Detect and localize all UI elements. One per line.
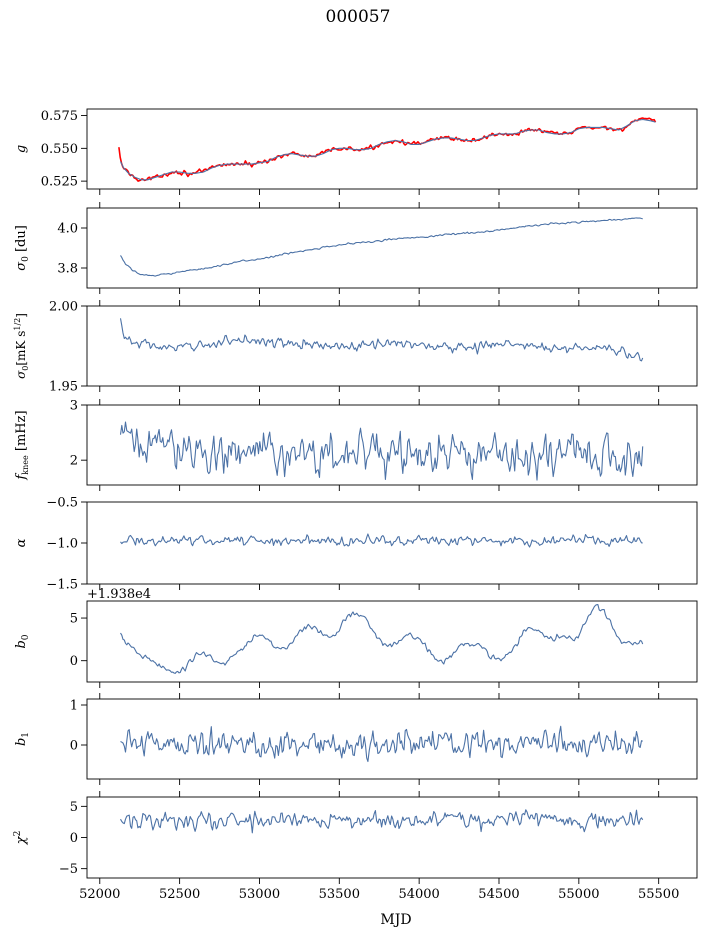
y-tick-label: 5 [70,612,78,627]
y-tick-label: 1.95 [49,380,78,395]
y-tick-label: 0 [70,831,78,846]
panel-b0: 0 5 +1.938e4 b0 [14,587,698,688]
y-axis-label: b0 [14,634,31,648]
y-tick-label: 2.00 [49,300,78,315]
y-axis-label: α [14,538,29,547]
series-line-0 [120,725,643,763]
series-group [119,421,644,481]
series-line-0 [120,217,643,277]
plot-frame [86,207,698,289]
plot-frame [86,600,698,683]
series-group [120,217,643,277]
x-tick-label: 54500 [478,887,519,902]
figure-title: 000057 [325,7,391,27]
series-line-1 [120,118,656,181]
y-axis-label: b1 [14,732,31,746]
y-tick-label: 0 [70,654,78,669]
y-tick-label: −0.5 [46,496,78,511]
series-group [120,725,643,763]
series-line-0 [119,318,644,362]
y-tick-label: 1 [70,699,78,714]
y-tick-label: 5 [70,800,78,815]
series-group [118,117,657,182]
series-group [120,533,643,548]
y-tick-label: 0.575 [41,109,78,124]
series-group [120,809,644,834]
panel-sigma0-du: 3.8 4.0 σ0 [du] [14,202,698,294]
series-group [120,604,644,674]
x-tick-label: 52000 [79,887,120,902]
offset-label: +1.938e4 [87,587,151,602]
y-axis-label: fknee [mHz] [14,410,30,480]
panel-fknee: 2 3 fknee [mHz] [14,399,698,491]
plot-frame [86,108,698,190]
x-tick-label: 53000 [239,887,280,902]
y-tick-label: −5 [59,862,78,877]
series-line-0 [120,533,643,548]
y-tick-label: 3.8 [57,262,78,277]
y-axis-label: σ0 [du] [14,225,31,271]
x-tick-label: 55500 [638,887,679,902]
plot-frame [86,796,698,879]
series-line-0 [120,604,644,674]
plot-frame [86,404,698,486]
y-tick-label: −1.5 [46,578,78,593]
y-axis-label: σ0[mK s1/2] [13,313,30,379]
panel-sigma0-mks: 1.95 2.00 σ0[mK s1/2] [13,300,698,395]
y-tick-label: 0 [70,739,78,754]
y-axis-label: g [14,145,29,153]
series-line-0 [118,117,657,182]
x-axis-label: MJD [380,912,411,928]
x-tick-label: 53500 [319,887,360,902]
x-tick-label: 54000 [398,887,439,902]
series-line-0 [119,421,644,481]
series-group [119,318,644,362]
y-tick-label: 3 [70,399,78,414]
y-tick-label: 2 [70,454,78,469]
y-tick-label: −1.0 [46,537,78,552]
panel-b1: 0 1 b1 [14,693,698,785]
plot-frame [86,698,698,780]
panel-g: 0.525 0.550 0.575 g [14,108,698,195]
y-axis-label: χ2 [13,831,29,846]
x-tick-label: 55000 [558,887,599,902]
plot-frame [86,305,698,387]
x-tick-label: 52500 [159,887,200,902]
panel-alpha: −1.5 −1.0 −0.5 α [14,496,698,593]
y-tick-label: 0.550 [41,142,78,157]
y-tick-label: 4.0 [57,222,78,237]
series-line-0 [120,809,644,834]
y-tick-label: 0.525 [41,175,78,190]
panel-chi2: 52000 52500 53000 53500 54000 54500 55000 55500… [13,791,698,902]
